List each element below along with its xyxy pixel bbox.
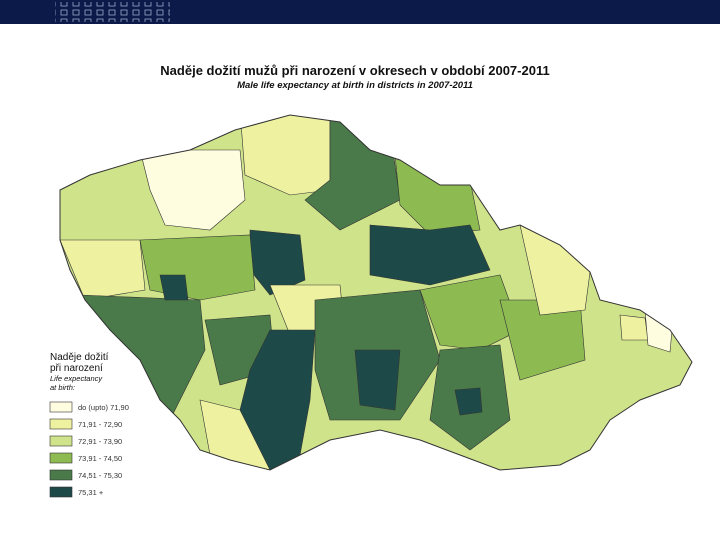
district: [60, 239, 146, 301]
legend: Naděje dožití při narození Life expectan…: [49, 352, 129, 498]
district: [139, 149, 246, 231]
legend-swatch: [49, 435, 73, 447]
header-pattern: [55, 2, 170, 22]
legend-swatch: [49, 469, 73, 481]
legend-label: 72,91 - 73,90: [78, 437, 122, 446]
legend-label: 74,51 - 75,30: [78, 471, 122, 480]
district: [354, 349, 401, 411]
map: [60, 115, 692, 470]
district: [369, 224, 491, 286]
district: [419, 274, 521, 351]
district: [454, 387, 483, 416]
legend-subtitle: at birth:: [50, 383, 75, 392]
legend-swatch: [49, 452, 73, 464]
district: [619, 314, 649, 341]
legend-swatch: [49, 486, 73, 498]
legend-label: 73,91 - 74,50: [78, 454, 122, 463]
legend-title: Naděje dožití: [50, 352, 109, 363]
map-title: Naděje dožití mužů při narození v okrese…: [160, 63, 549, 78]
legend-label: 71,91 - 72,90: [78, 420, 122, 429]
legend-label: do (upto) 71,90: [78, 403, 129, 412]
map-subtitle: Male life expectancy at birth in distric…: [237, 80, 473, 91]
district: [159, 274, 189, 301]
legend-title: při narození: [50, 363, 103, 374]
district: [139, 234, 256, 301]
district: [199, 399, 271, 470]
legend-subtitle: Life expectancy: [50, 374, 103, 383]
legend-label: 75,31 +: [78, 488, 104, 497]
legend-swatch: [49, 401, 73, 413]
legend-swatch: [49, 418, 73, 430]
district: [239, 115, 331, 196]
